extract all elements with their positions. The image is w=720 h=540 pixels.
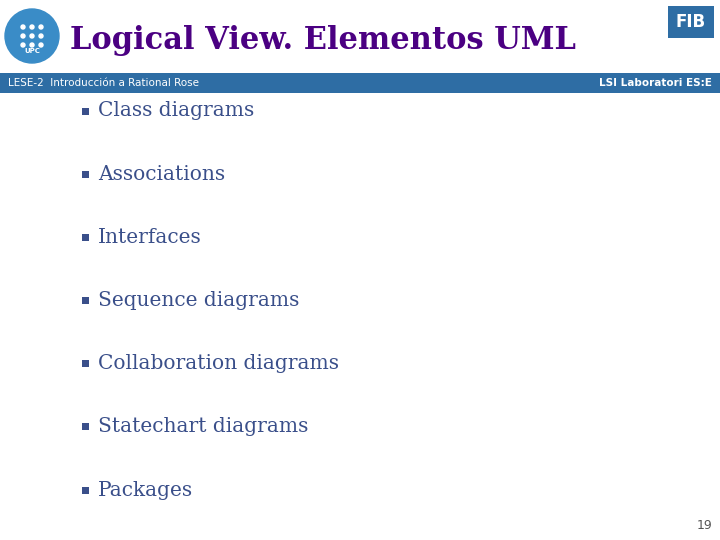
- Text: Sequence diagrams: Sequence diagrams: [98, 291, 300, 310]
- Text: LSI Laboratori ES:E: LSI Laboratori ES:E: [599, 78, 712, 88]
- Text: Packages: Packages: [98, 481, 193, 500]
- Text: Collaboration diagrams: Collaboration diagrams: [98, 354, 339, 373]
- FancyBboxPatch shape: [82, 234, 89, 241]
- Circle shape: [21, 25, 25, 29]
- Circle shape: [30, 43, 34, 47]
- FancyBboxPatch shape: [82, 171, 89, 178]
- Circle shape: [39, 34, 43, 38]
- FancyBboxPatch shape: [82, 360, 89, 367]
- Circle shape: [5, 9, 59, 63]
- Text: Class diagrams: Class diagrams: [98, 102, 254, 120]
- Text: Associations: Associations: [98, 165, 225, 184]
- Text: UPC: UPC: [24, 48, 40, 54]
- FancyBboxPatch shape: [0, 73, 720, 93]
- Text: FIB: FIB: [676, 13, 706, 31]
- Text: Logical View. Elementos UML: Logical View. Elementos UML: [70, 24, 576, 56]
- FancyBboxPatch shape: [82, 487, 89, 494]
- Text: Statechart diagrams: Statechart diagrams: [98, 417, 308, 436]
- FancyBboxPatch shape: [82, 297, 89, 304]
- FancyBboxPatch shape: [82, 423, 89, 430]
- Circle shape: [30, 34, 34, 38]
- Circle shape: [21, 43, 25, 47]
- Circle shape: [39, 25, 43, 29]
- Circle shape: [21, 34, 25, 38]
- Circle shape: [39, 43, 43, 47]
- FancyBboxPatch shape: [82, 107, 89, 114]
- Text: 19: 19: [696, 519, 712, 532]
- Text: Interfaces: Interfaces: [98, 228, 202, 247]
- Circle shape: [30, 25, 34, 29]
- FancyBboxPatch shape: [668, 6, 714, 38]
- Text: LESE-2  Introducción a Rational Rose: LESE-2 Introducción a Rational Rose: [8, 78, 199, 88]
